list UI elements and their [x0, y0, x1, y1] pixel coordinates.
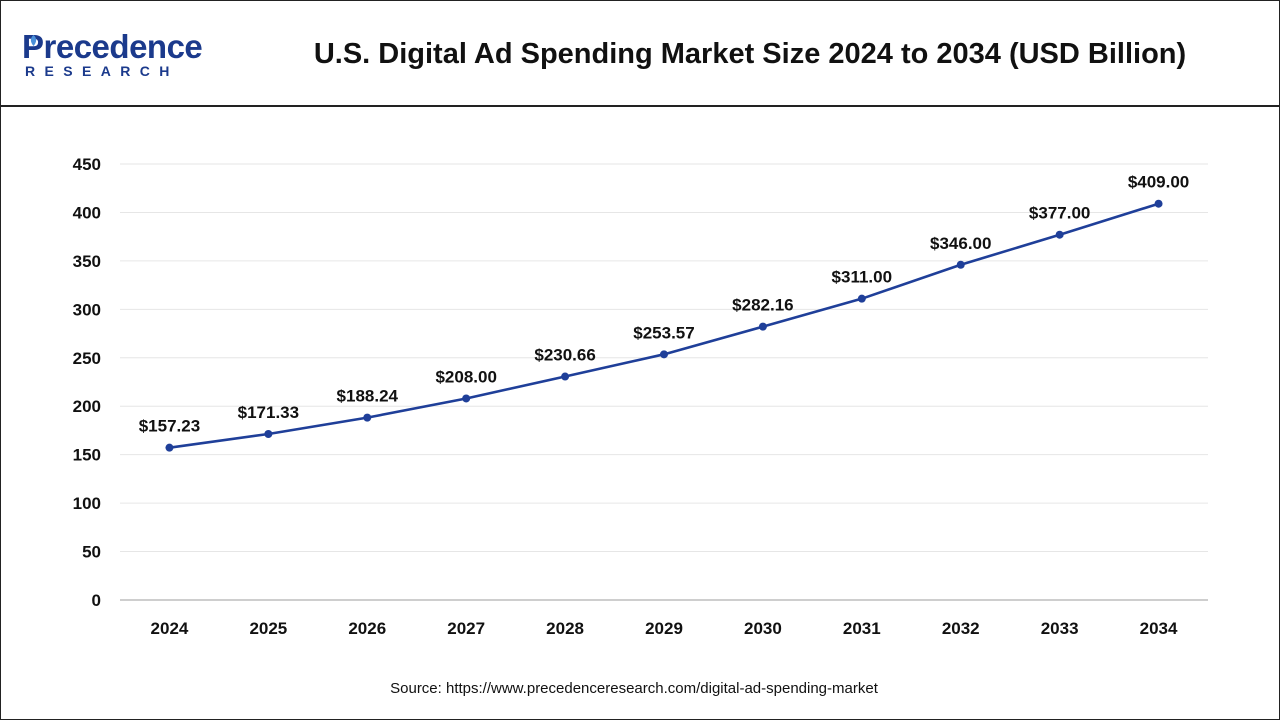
data-point	[363, 413, 372, 422]
data-label: $409.00	[1128, 173, 1189, 192]
precedence-research-logo: Precedence RESEARCH	[22, 30, 222, 82]
x-tick-label: 2026	[348, 619, 386, 638]
data-point	[857, 294, 866, 303]
data-point	[660, 350, 668, 359]
data-point	[956, 260, 965, 269]
data-label: $377.00	[1029, 204, 1090, 223]
y-tick-label: 200	[73, 397, 101, 416]
y-tick-label: 450	[73, 155, 101, 174]
data-point	[264, 430, 273, 439]
data-label: $253.57	[633, 323, 694, 342]
x-tick-label: 2030	[744, 619, 782, 638]
data-label: $282.16	[732, 296, 793, 315]
x-tick-label: 2031	[843, 619, 881, 638]
leaf-icon	[30, 35, 37, 46]
y-tick-label: 350	[73, 252, 101, 271]
y-tick-label: 300	[73, 300, 101, 319]
data-point	[758, 322, 767, 331]
data-label: $208.00	[435, 367, 496, 386]
header: Precedence RESEARCH U.S. Digital Ad Spen…	[0, 0, 1280, 107]
data-point	[165, 443, 174, 452]
data-label: $230.66	[534, 346, 595, 365]
data-label: $346.00	[930, 234, 991, 253]
data-point	[1154, 199, 1163, 208]
data-label: $311.00	[832, 268, 893, 287]
y-tick-label: 100	[73, 494, 101, 513]
y-tick-label: 150	[73, 446, 101, 465]
data-label: $157.23	[139, 417, 200, 436]
data-label: $188.24	[337, 387, 399, 406]
x-tick-label: 2025	[249, 619, 287, 638]
logo-wordmark: Precedence	[22, 28, 203, 65]
logo-subtitle: RESEARCH	[25, 63, 179, 79]
x-tick-label: 2032	[942, 619, 980, 638]
source-note: Source: https://www.precedenceresearch.c…	[390, 680, 878, 697]
y-tick-label: 50	[82, 543, 101, 562]
x-tick-label: 2033	[1041, 619, 1079, 638]
x-tick-label: 2034	[1140, 619, 1178, 638]
x-tick-label: 2027	[447, 619, 485, 638]
data-point	[1055, 230, 1064, 239]
data-point	[561, 372, 570, 381]
y-tick-label: 0	[92, 591, 101, 610]
x-tick-label: 2028	[546, 619, 584, 638]
x-tick-label: 2029	[645, 619, 683, 638]
x-tick-label: 2024	[151, 619, 189, 638]
y-tick-label: 250	[73, 349, 101, 368]
y-tick-label: 400	[73, 203, 101, 222]
chart-title: U.S. Digital Ad Spending Market Size 202…	[313, 38, 1187, 70]
data-label: $171.33	[238, 403, 299, 422]
data-point	[462, 394, 471, 403]
